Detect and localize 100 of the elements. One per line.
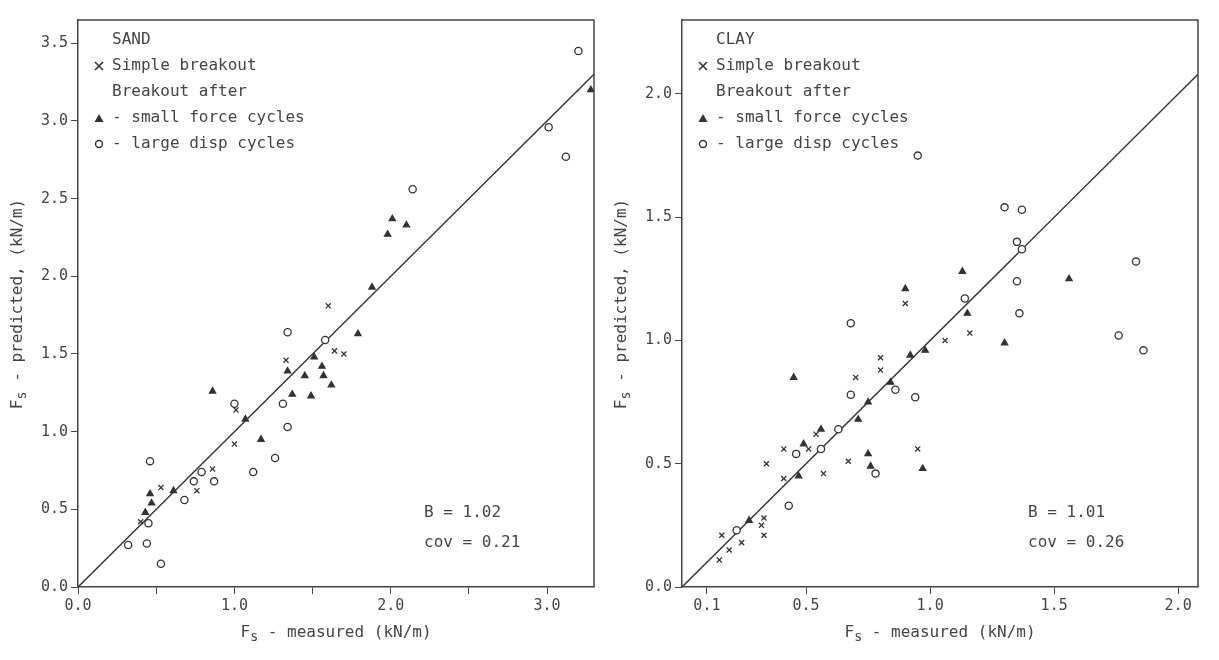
x-tick-label: 3.0: [533, 595, 561, 614]
point: [231, 440, 238, 448]
point: [282, 357, 290, 364]
point: [331, 347, 338, 355]
point: [574, 46, 583, 56]
x-tick-label: 1.5: [1040, 595, 1068, 614]
point: [310, 352, 318, 360]
point: [146, 489, 154, 497]
point: [760, 532, 768, 539]
point: [958, 267, 967, 274]
point: [301, 371, 309, 379]
point: [866, 461, 875, 469]
point: [169, 486, 178, 494]
point: [846, 390, 855, 399]
point: [283, 422, 292, 432]
annotation: Breakout after: [715, 80, 852, 102]
point: [1012, 277, 1022, 286]
point: [137, 518, 144, 525]
point: [257, 435, 265, 442]
y-tick-label: 3.0: [41, 110, 69, 129]
point: [544, 122, 553, 132]
point: [197, 467, 206, 477]
x-tick-label: 0.5: [792, 595, 820, 614]
point: [906, 351, 915, 358]
point: [794, 471, 803, 479]
point: [854, 415, 862, 422]
point: [327, 380, 336, 388]
point: [141, 508, 150, 515]
point: [1012, 237, 1022, 247]
point: [307, 391, 315, 399]
point: [156, 559, 166, 568]
annotation: cov = 0.26: [1028, 531, 1125, 553]
point: [145, 456, 155, 466]
point: [208, 387, 217, 394]
point: [834, 424, 843, 434]
x-tick-label: 0.1: [693, 595, 721, 614]
point: [157, 484, 165, 491]
point: [318, 362, 326, 369]
point: [561, 152, 571, 161]
point: [963, 309, 972, 316]
point: [147, 498, 156, 506]
point: [960, 294, 970, 303]
legend-label: - small force cycles: [111, 106, 305, 128]
legend-title: CLAY: [715, 28, 756, 50]
point: [913, 151, 922, 160]
point: [354, 329, 362, 337]
point: [918, 464, 927, 472]
legend-label: - large disp cycles: [111, 132, 297, 154]
annotation: B = 1.02: [424, 501, 503, 523]
point: [784, 501, 793, 510]
point: [1065, 274, 1073, 282]
y-tick-label: 0.0: [645, 576, 673, 595]
point: [732, 526, 741, 535]
y-tick-label: 0.5: [645, 453, 673, 472]
point: [817, 424, 825, 432]
point: [914, 445, 921, 453]
point: [388, 214, 397, 222]
point: [812, 430, 820, 438]
point: [886, 378, 895, 385]
point: [864, 397, 872, 405]
point: [877, 366, 884, 374]
point: [180, 495, 189, 505]
point: [941, 337, 949, 344]
point: [278, 399, 288, 408]
point: [270, 453, 280, 463]
y-tick-label: 3.5: [41, 33, 69, 52]
point: [726, 546, 733, 554]
point: [230, 399, 239, 408]
point: [902, 300, 909, 307]
point: [1139, 346, 1148, 355]
point: [864, 449, 872, 457]
point: [1114, 331, 1123, 340]
point: [877, 354, 884, 361]
point: [763, 460, 770, 467]
point: [368, 282, 376, 290]
legend-label: - small force cycles: [715, 106, 909, 128]
annotation: B = 1.01: [1028, 501, 1107, 523]
y-tick-label: 1.0: [645, 330, 673, 349]
point: [789, 373, 798, 380]
annotation: Breakout after: [111, 80, 248, 102]
point: [193, 487, 201, 494]
point: [966, 329, 974, 337]
point: [587, 85, 594, 93]
point: [1000, 203, 1009, 212]
y-tick-label: 2.5: [41, 188, 69, 207]
x-axis-title: F$_{s}$ - measured (kN/m): [240, 622, 432, 645]
point: [910, 392, 920, 402]
x-axis-title: F$_{s}$ - measured (kN/m): [844, 622, 1036, 645]
x-tick-label: 0.0: [64, 595, 92, 614]
legend-title: SAND: [111, 28, 152, 50]
point: [319, 371, 328, 379]
annotation: cov = 0.21: [424, 531, 521, 553]
y-tick-label: 2.0: [41, 266, 69, 285]
point: [791, 449, 801, 459]
y-tick-label: 0.5: [41, 499, 69, 518]
point: [320, 335, 330, 345]
point: [745, 516, 753, 523]
point: [283, 327, 292, 337]
point: [921, 346, 929, 353]
point: [1000, 338, 1009, 346]
